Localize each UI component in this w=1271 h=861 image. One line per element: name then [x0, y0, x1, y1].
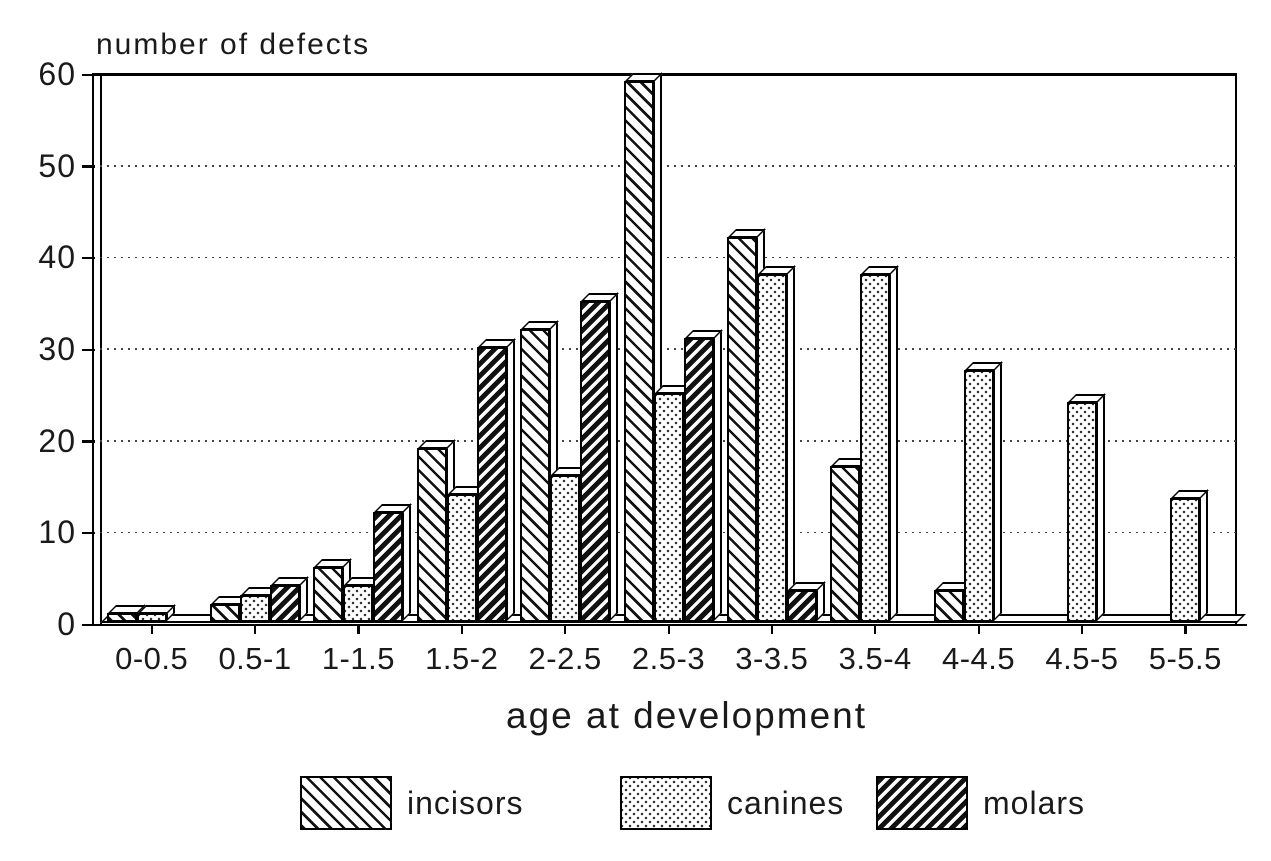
bar-canines-0-0.5	[136, 612, 167, 622]
gridline-30	[100, 348, 1237, 350]
y-axis-labels: 0 10 20 30 40 50 60	[0, 57, 76, 641]
bar-canines-2.5-3	[653, 392, 684, 622]
y-tick-label-60: 60	[38, 56, 76, 92]
x-tick-2	[357, 625, 360, 634]
bar-incisors-1-1.5	[313, 567, 344, 622]
bar-canines-1.5-2	[446, 493, 477, 622]
y-tick-label-0: 0	[57, 606, 76, 642]
bar-incisors-2.5-3	[623, 81, 654, 622]
x-tick-1	[254, 625, 257, 634]
x-tick-10	[1184, 625, 1187, 634]
legend-label-canines: canines	[727, 784, 845, 821]
bar-canines-2-2.5	[550, 475, 581, 622]
x-tick-7	[874, 625, 877, 634]
bar-side-molars-4	[609, 292, 619, 622]
x-tick-label-8: 4-4.5	[941, 641, 1016, 676]
x-tick-label-3: 1.5-2	[425, 641, 499, 676]
bar-incisors-0.5-1	[210, 603, 241, 622]
x-tick-3	[460, 625, 463, 634]
y-tick-30	[82, 348, 95, 351]
x-tick-8	[977, 625, 980, 634]
plot-area: age at development 0-0.5 0.5-1 1-1.5 1.5-2 2…	[82, 72, 1247, 736]
y-axis-title: number of defects	[96, 28, 371, 61]
y-tick-label-10: 10	[38, 514, 76, 551]
bar-side-molars-2	[402, 503, 412, 622]
bar-canines-3-3.5	[756, 273, 787, 622]
legend-label-molars: molars	[983, 784, 1086, 821]
x-tick-label-6: 3-3.5	[735, 641, 809, 676]
x-tick-label-5: 2.5-3	[631, 641, 706, 676]
x-tick-label-4: 2-2.5	[528, 641, 602, 676]
bar-molars-0.5-1	[270, 585, 301, 622]
x-tick-label-7: 3.5-4	[838, 641, 912, 676]
legend-label-incisors: incisors	[407, 784, 524, 821]
legend-item-canines: canines	[620, 776, 844, 830]
bar-molars-2-2.5	[580, 301, 611, 622]
bar-side-molars-5	[712, 328, 722, 622]
x-tick-5	[667, 625, 670, 634]
x-tick-label-9: 4.5-5	[1045, 641, 1119, 676]
x-tick-label-2: 1-1.5	[321, 641, 395, 676]
gridline-40	[100, 256, 1237, 259]
legend-swatch-incisors	[300, 776, 392, 830]
y-tick-60	[82, 73, 95, 76]
bar-molars-1-1.5	[373, 512, 404, 622]
bar-side-canines-7	[889, 264, 899, 622]
x-tick-6	[770, 625, 774, 634]
y-tick-0	[82, 623, 95, 626]
bar-canines-0.5-1	[240, 594, 271, 622]
y-tick-label-50: 50	[38, 147, 76, 184]
y-tick-label-20: 20	[38, 422, 76, 459]
x-tick-label-10: 5-5.5	[1148, 641, 1222, 676]
bar-side-canines-6	[785, 264, 795, 622]
y-tick-40	[82, 257, 95, 260]
legend-swatch-canines	[620, 776, 712, 830]
bar-canines-4.5-5	[1066, 402, 1097, 622]
y-tick-10	[82, 532, 95, 535]
bar-incisors-3-3.5	[726, 237, 757, 622]
bar-incisors-2-2.5	[520, 328, 551, 622]
bar-canines-3.5-4	[860, 273, 891, 622]
bar-side-canines-9	[1095, 393, 1105, 622]
x-tick-label-0: 0-0.5	[115, 641, 189, 676]
x-tick-0	[150, 625, 153, 634]
x-tick-4	[564, 625, 567, 634]
y-tick-label-40: 40	[38, 239, 76, 276]
bar-incisors-4-4.5	[933, 589, 964, 622]
x-tick-label-1: 0.5-1	[218, 641, 292, 676]
y-tick-50	[82, 165, 95, 168]
x-tick-9	[1080, 625, 1084, 634]
bar-canines-1-1.5	[343, 585, 374, 622]
bar-molars-2.5-3	[683, 337, 714, 622]
bar-molars-1.5-2	[476, 347, 507, 622]
y-tick-label-30: 30	[38, 331, 76, 367]
legend-item-molars: molars	[876, 776, 1085, 830]
bar-incisors-3.5-4	[830, 466, 861, 622]
bar-side-molars-3	[505, 338, 515, 622]
y-tick-20	[82, 440, 95, 443]
gridline-50	[100, 165, 1237, 167]
bar-side-canines-10	[1199, 489, 1209, 622]
bar-side-canines-8	[992, 360, 1002, 622]
bar-incisors-0-0.5	[106, 612, 137, 622]
x-axis-line	[84, 623, 1247, 626]
bar-canines-5-5.5	[1170, 498, 1201, 622]
bar-incisors-1.5-2	[416, 447, 447, 622]
x-axis-title: age at development	[505, 695, 868, 736]
legend: incisors canines molars	[0, 776, 1271, 836]
bar-canines-4-4.5	[963, 369, 994, 622]
plot-frame-top	[92, 73, 1237, 76]
legend-swatch-molars	[876, 776, 968, 830]
legend-item-incisors: incisors	[300, 776, 523, 830]
bar-molars-3-3.5	[786, 589, 817, 622]
